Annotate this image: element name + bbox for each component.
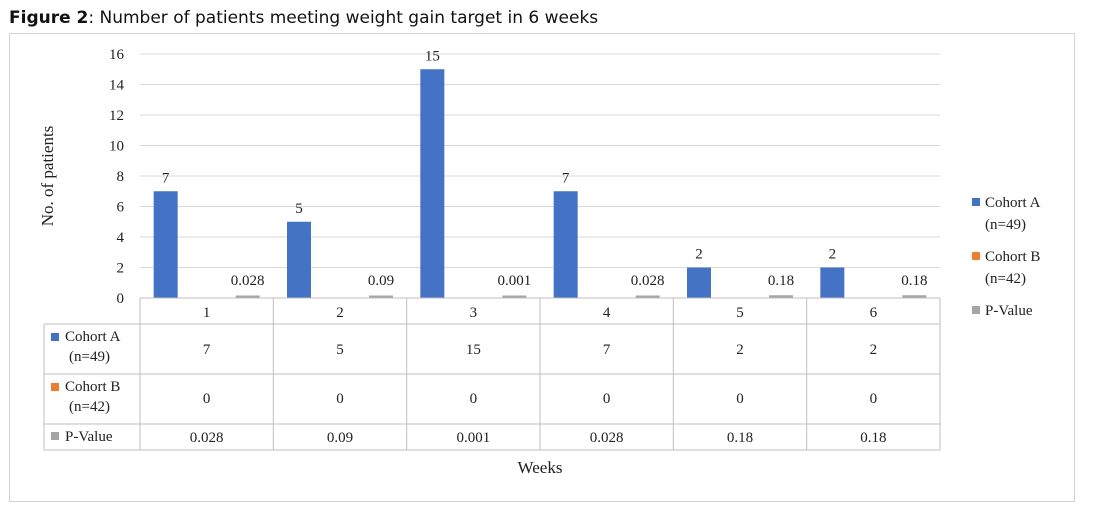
legend-key: [972, 198, 980, 206]
table-row-label: P-Value: [65, 429, 113, 445]
legend-label: Cohort A: [985, 195, 1041, 211]
table-legend-key: [51, 383, 59, 391]
y-axis-title: No. of patients: [38, 126, 57, 227]
table-cell: 0: [203, 391, 211, 407]
data-label: 15: [425, 48, 440, 64]
data-label: 0.18: [901, 273, 927, 289]
table-cell: 0.028: [590, 430, 624, 446]
table-cell: 0: [470, 391, 478, 407]
x-tick-label: 2: [336, 305, 344, 321]
data-label: 7: [562, 170, 570, 186]
y-tick-label: 0: [117, 291, 125, 307]
table-cell: 0.028: [190, 430, 224, 446]
legend-label: (n=49): [985, 217, 1026, 233]
y-tick-label: 2: [117, 261, 125, 277]
data-label: 0.001: [497, 273, 531, 289]
data-label: 0.028: [231, 273, 265, 289]
bar-p-value: [235, 295, 260, 298]
bar-cohort-a: [820, 267, 845, 298]
table-cell: 7: [603, 342, 611, 358]
data-label: 2: [829, 247, 837, 263]
table-row-label: Cohort B: [65, 379, 120, 395]
legend-label: P-Value: [985, 303, 1033, 319]
data-label: 0.028: [631, 273, 665, 289]
bar-p-value: [769, 295, 793, 298]
table-legend-key: [51, 333, 59, 341]
table-cell: 0.001: [456, 430, 490, 446]
bar-p-value: [369, 295, 393, 298]
x-tick-label: 3: [470, 305, 478, 321]
bar-p-value: [635, 295, 660, 298]
table-cell: 0: [603, 391, 611, 407]
legend-key: [972, 252, 980, 260]
chart-frame: [9, 33, 1075, 502]
table-cell: 0: [336, 391, 344, 407]
table-cell: 7: [203, 342, 211, 358]
figure-label: Figure 2: [9, 8, 89, 28]
bar-cohort-a: [553, 191, 578, 298]
data-label: 5: [295, 201, 303, 217]
figure-caption: : Number of patients meeting weight gain…: [88, 8, 599, 28]
y-tick-label: 16: [109, 47, 125, 63]
figure-title: Figure 2: Number of patients meeting wei…: [9, 8, 598, 28]
legend-key: [972, 306, 980, 314]
table-cell: 0: [736, 391, 744, 407]
table-cell: 0: [870, 391, 878, 407]
y-tick-label: 10: [109, 139, 124, 155]
table-cell: 2: [736, 342, 744, 358]
table-cell: 0.18: [860, 430, 886, 446]
data-label: 7: [162, 170, 170, 186]
table-cell: 15: [466, 342, 481, 358]
y-tick-label: 8: [117, 169, 125, 185]
legend-label: Cohort B: [985, 249, 1040, 265]
data-label: 0.09: [368, 273, 394, 289]
y-tick-label: 6: [117, 200, 125, 216]
bar-cohort-a: [420, 69, 445, 298]
data-label: 2: [695, 247, 703, 263]
table-row-label: (n=49): [69, 349, 110, 365]
bar-p-value: [902, 295, 927, 298]
table-row-label: Cohort A: [65, 329, 121, 345]
legend-label: (n=42): [985, 271, 1026, 287]
y-tick-label: 14: [109, 78, 125, 94]
table-cell: 0.09: [327, 430, 353, 446]
bar-cohort-a: [287, 221, 311, 298]
table-cell: 2: [870, 342, 878, 358]
table-row-label: (n=42): [69, 399, 110, 415]
table-legend-key: [51, 432, 59, 440]
x-axis-title: Weeks: [518, 458, 563, 477]
data-label: 0.18: [768, 273, 794, 289]
y-tick-label: 4: [117, 230, 125, 246]
x-tick-label: 6: [870, 305, 878, 321]
bar-cohort-a: [153, 191, 178, 298]
bar-cohort-a: [687, 267, 711, 298]
y-tick-label: 12: [109, 108, 124, 124]
table-cell: 5: [336, 342, 344, 358]
x-tick-label: 1: [203, 305, 211, 321]
x-tick-label: 4: [603, 305, 611, 321]
x-tick-label: 5: [736, 305, 744, 321]
bar-p-value: [502, 295, 527, 298]
table-cell: 0.18: [727, 430, 753, 446]
